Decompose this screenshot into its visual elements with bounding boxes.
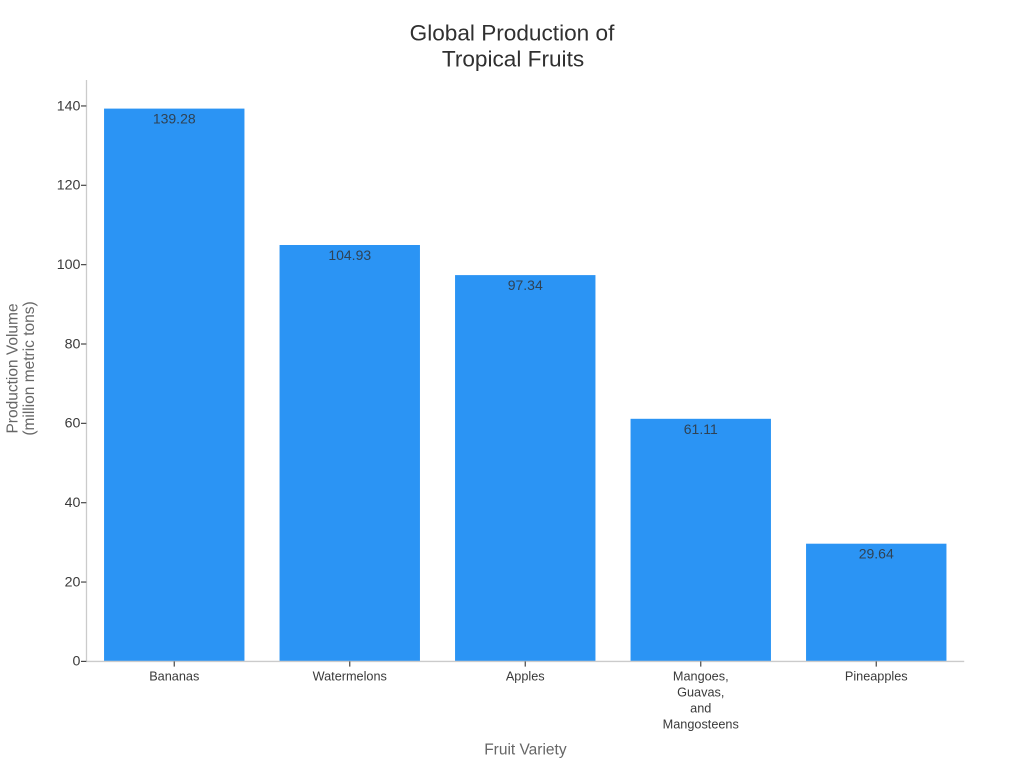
- svg-text:139.28: 139.28: [153, 111, 196, 127]
- svg-text:120: 120: [57, 178, 81, 194]
- svg-text:and: and: [690, 701, 711, 715]
- svg-text:Fruit Variety: Fruit Variety: [484, 742, 567, 759]
- svg-text:80: 80: [65, 336, 81, 352]
- svg-text:140: 140: [57, 98, 81, 114]
- svg-text:40: 40: [65, 495, 81, 511]
- svg-text:Production Volume: Production Volume: [5, 303, 22, 433]
- svg-text:Global Production of: Global Production of: [410, 21, 615, 46]
- svg-text:0: 0: [73, 654, 81, 670]
- svg-text:Tropical Fruits: Tropical Fruits: [442, 46, 584, 71]
- svg-text:97.34: 97.34: [508, 277, 543, 293]
- svg-text:Bananas: Bananas: [149, 669, 199, 683]
- svg-text:Mangoes,: Mangoes,: [673, 669, 729, 683]
- svg-text:20: 20: [65, 574, 81, 590]
- svg-text:Watermelons: Watermelons: [313, 669, 387, 683]
- svg-text:(million metric tons): (million metric tons): [21, 301, 38, 435]
- svg-text:100: 100: [57, 257, 81, 273]
- svg-text:29.64: 29.64: [859, 546, 894, 562]
- svg-text:60: 60: [65, 416, 81, 432]
- svg-text:Guavas,: Guavas,: [677, 685, 724, 699]
- svg-text:104.93: 104.93: [328, 247, 371, 263]
- svg-text:Pineapples: Pineapples: [845, 669, 908, 683]
- svg-text:Apples: Apples: [506, 669, 545, 683]
- svg-text:Mangosteens: Mangosteens: [663, 717, 739, 731]
- svg-text:61.11: 61.11: [684, 421, 718, 437]
